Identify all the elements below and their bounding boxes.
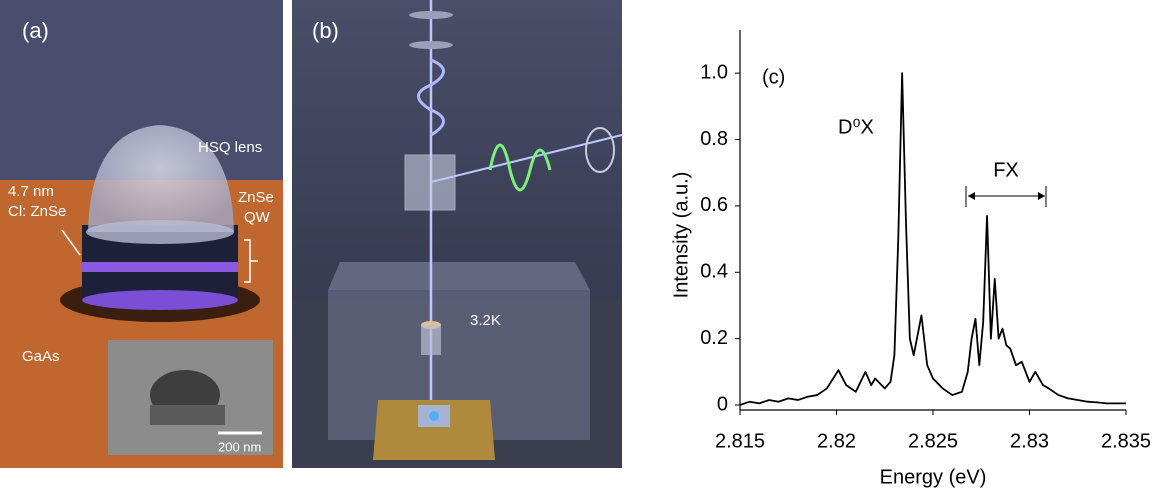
panel-label: (a)	[22, 18, 49, 43]
y-tick-label: 0.4	[700, 261, 728, 283]
spectrum-line	[740, 73, 1126, 405]
panel-label: (b)	[312, 18, 339, 43]
x-tick-label: 2.83	[1010, 430, 1049, 452]
panel-c: 0 0.2 0.4 0.6 0.8 1.0 2.815 2.82 2.825 2.83 2.835 E…	[670, 30, 1151, 488]
y-tick-label: 0.2	[700, 327, 728, 349]
y-tick-label: 0.6	[700, 194, 728, 216]
y-axis-label: Intensity (a.u.)	[670, 172, 692, 299]
panel-a: (a) HSQ lens 4.7 nm Cl: ZnSe ZnSe QW GaA…	[0, 0, 283, 468]
label: ZnSe	[238, 189, 274, 206]
label: 3.2K	[470, 312, 501, 329]
label: HSQ lens	[198, 139, 262, 156]
panel-label: (c)	[762, 66, 785, 88]
y-tick-label: 0	[717, 393, 728, 415]
annotation: FX	[993, 159, 1019, 181]
label: 4.7 nm	[8, 183, 54, 200]
panel-b: (b) 3.2K	[292, 0, 622, 468]
x-tick-label: 2.835	[1101, 430, 1151, 452]
annotation: D⁰X	[838, 116, 874, 138]
label: Cl: ZnSe	[8, 203, 66, 220]
x-tick-label: 2.815	[715, 430, 765, 452]
scale-bar: 200 nm	[218, 439, 261, 454]
x-tick-label: 2.825	[908, 430, 958, 452]
y-tick-label: 0.8	[700, 128, 728, 150]
label: QW	[244, 209, 271, 226]
y-tick-label: 1.0	[700, 61, 728, 83]
figure: (a) HSQ lens 4.7 nm Cl: ZnSe ZnSe QW GaA…	[0, 0, 1164, 493]
x-axis-label: Energy (eV)	[880, 466, 987, 488]
x-tick-label: 2.82	[817, 430, 856, 452]
label: GaAs	[22, 348, 60, 365]
